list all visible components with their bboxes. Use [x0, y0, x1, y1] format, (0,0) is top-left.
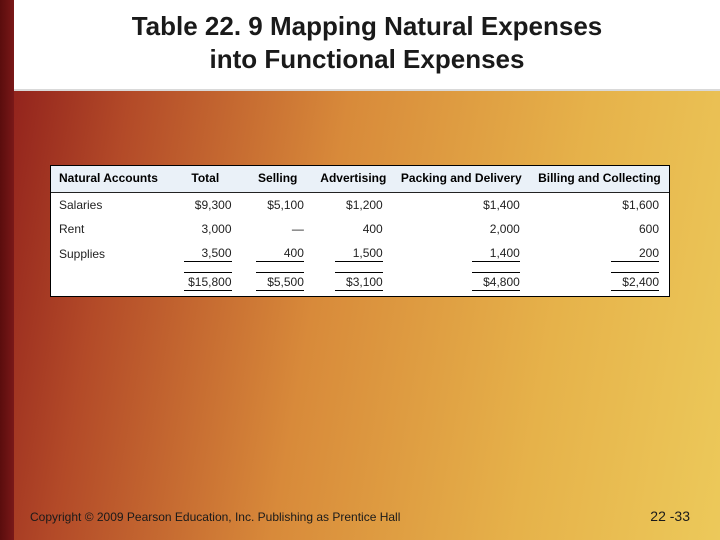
expense-table: Natural Accounts Total Selling Advertisi…: [51, 166, 669, 296]
cell: $1,200: [314, 192, 393, 217]
table-totals-row: $15,800 $5,500 $3,100 $4,800 $2,400: [51, 267, 669, 296]
total-cell: $15,800: [169, 267, 241, 296]
col-billing-collecting: Billing and Collecting: [530, 166, 669, 192]
col-total: Total: [169, 166, 241, 192]
slide-title: Table 22. 9 Mapping Natural Expenses int…: [54, 10, 680, 75]
expense-table-container: Natural Accounts Total Selling Advertisi…: [50, 165, 670, 297]
cell: 400: [242, 241, 314, 267]
row-label: Supplies: [51, 241, 169, 267]
col-natural-accounts: Natural Accounts: [51, 166, 169, 192]
cell: $1,400: [393, 192, 530, 217]
table-header-row: Natural Accounts Total Selling Advertisi…: [51, 166, 669, 192]
total-cell: $3,100: [314, 267, 393, 296]
cell: 1,500: [314, 241, 393, 267]
footer: Copyright © 2009 Pearson Education, Inc.…: [30, 508, 690, 524]
col-selling: Selling: [242, 166, 314, 192]
row-label: [51, 267, 169, 296]
title-line-1: Table 22. 9 Mapping Natural Expenses: [132, 11, 603, 41]
title-line-2: into Functional Expenses: [210, 44, 525, 74]
title-plate: Table 22. 9 Mapping Natural Expenses int…: [14, 0, 720, 91]
total-cell: $2,400: [530, 267, 669, 296]
page-number: 22 -33: [650, 508, 690, 524]
cell: 3,000: [169, 217, 241, 241]
cell: 2,000: [393, 217, 530, 241]
cell: $5,100: [242, 192, 314, 217]
table-row: Rent 3,000 — 400 2,000 600: [51, 217, 669, 241]
cell: $1,600: [530, 192, 669, 217]
col-advertising: Advertising: [314, 166, 393, 192]
copyright-text: Copyright © 2009 Pearson Education, Inc.…: [30, 510, 400, 524]
table-row: Supplies 3,500 400 1,500 1,400 200: [51, 241, 669, 267]
cell: $9,300: [169, 192, 241, 217]
cell: 400: [314, 217, 393, 241]
col-packing-delivery: Packing and Delivery: [393, 166, 530, 192]
cell: 3,500: [169, 241, 241, 267]
row-label: Rent: [51, 217, 169, 241]
slide: Table 22. 9 Mapping Natural Expenses int…: [0, 0, 720, 540]
table-row: Salaries $9,300 $5,100 $1,200 $1,400 $1,…: [51, 192, 669, 217]
total-cell: $4,800: [393, 267, 530, 296]
cell: 200: [530, 241, 669, 267]
cell: 600: [530, 217, 669, 241]
cell: 1,400: [393, 241, 530, 267]
total-cell: $5,500: [242, 267, 314, 296]
cell: —: [242, 217, 314, 241]
left-accent-bar: [0, 0, 14, 540]
row-label: Salaries: [51, 192, 169, 217]
